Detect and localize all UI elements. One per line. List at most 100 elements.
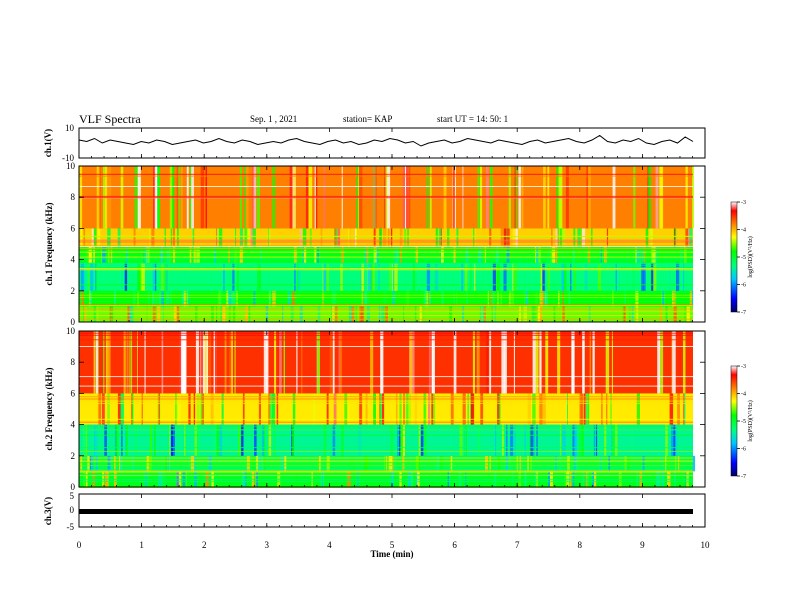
ch2-spectrogram-streak [117, 393, 122, 425]
ch1-spectrogram-streak [223, 262, 225, 291]
ch1-spectrogram-streak [335, 306, 338, 322]
ch2-spectrogram-streak [414, 393, 418, 425]
ch2-spectrogram-streak [347, 393, 350, 425]
ch1-spectrogram-streak [252, 228, 256, 248]
ch1-spectrogram-streak [506, 247, 510, 263]
ch2-spectrogram-streak [126, 424, 128, 456]
ch1-spectrogram-streak [484, 247, 487, 263]
ch1-spectrogram-streak [506, 228, 510, 248]
ch1-spectrogram-streak [383, 228, 387, 248]
ch1-spectrogram-streak [686, 262, 690, 291]
ch2-spectrogram-streak [480, 393, 484, 425]
ch1-spectrogram-streak [689, 290, 693, 307]
ch2-spectrogram-streak [341, 424, 344, 456]
ch1-spectrogram-streak [484, 290, 486, 307]
ch2-spectrogram-streak [107, 455, 111, 472]
ch1-spectrogram-line [79, 244, 693, 246]
ch1-spectrogram-streak [83, 228, 86, 248]
ch1-spectrogram-streak [373, 247, 377, 263]
ch1-spectrogram-streak [152, 306, 156, 322]
ch1-spectrogram-streak [367, 262, 372, 291]
ch2-spectrogram-streak [120, 455, 123, 472]
ch1-spectrogram-streak [415, 247, 418, 263]
ch2-spectrogram-streak [505, 424, 508, 456]
ch2-spectrogram-streak [391, 455, 394, 472]
ch2-spectrogram-streak [107, 331, 111, 394]
ch1-spectrogram-streak [290, 306, 294, 322]
ch1-spectrogram-streak [689, 228, 693, 248]
ch1-spectrogram-streak [287, 290, 291, 307]
ch1-spectrogram-line [79, 297, 693, 299]
ch2-spectrogram-streak [545, 331, 549, 394]
ch3-ytick-label: -5 [67, 522, 75, 532]
ch2-spectrogram-streak [467, 393, 469, 425]
ch1-spectrogram-streak [538, 247, 541, 263]
ch1-spectrogram-streak [211, 306, 214, 322]
ch2-spectrogram-streak [171, 424, 173, 456]
ch1-spectrogram-streak [143, 247, 147, 263]
ch2-spectrogram-streak [508, 455, 511, 472]
ch2-spectrogram-streak [527, 455, 529, 472]
ch2-spectrogram-streak [154, 424, 156, 456]
ch2-spectrogram-streak [263, 455, 265, 472]
ch1-spectrogram-streak [237, 262, 239, 291]
ch2-spectrogram-streak [144, 331, 146, 394]
ch2-spectrogram-streak [99, 393, 101, 425]
ch2-colorbar-label: log(PSD)(V²/Hz) [747, 400, 754, 441]
ch1-spectrogram-line [79, 175, 693, 177]
ch2-spectrogram-streak [495, 424, 497, 456]
ch1-spectrogram-streak [461, 262, 464, 291]
ch2-spectrogram-streak [557, 331, 561, 394]
ch2-spectrogram-streak [427, 393, 431, 425]
ch1-spectrogram-streak [404, 228, 407, 248]
ch2-spectrogram-streak [103, 331, 105, 394]
ch2-spectrogram-streak [610, 393, 612, 425]
x-tick-label: 1 [139, 540, 144, 550]
ch1-spectrogram-streak [541, 290, 544, 307]
ch1-spectrogram-line [79, 251, 693, 252]
ch2-spectrogram-streak [677, 393, 680, 425]
ch2-spectrogram-streak [134, 424, 138, 456]
ch1-spectrogram-streak [137, 262, 139, 291]
ch2-spectrogram-streak [683, 393, 685, 425]
ch1-spectrogram-line [79, 186, 693, 187]
ch2-spectrogram-streak [261, 455, 264, 472]
ch2-spectrogram-streak [581, 424, 584, 456]
ch2-spectrogram-streak [497, 393, 500, 425]
ch2-spectrogram-streak [516, 455, 519, 472]
ch1-spectrogram-streak [635, 247, 637, 263]
ch2-spectrogram-streak [418, 455, 420, 472]
ch2-spectrogram-streak [567, 393, 568, 425]
ch1-spectrogram-line [79, 248, 693, 250]
ch1-spectrogram-streak [364, 247, 368, 263]
ch2-spectrogram-streak [93, 331, 95, 394]
ch2-spectrogram-streak [263, 331, 267, 394]
ch1-spectrogram-streak [113, 290, 117, 307]
ch1-spectrogram-streak [621, 306, 624, 322]
ch2-spectrogram-streak [95, 455, 98, 472]
ch1-spectrogram-streak [482, 306, 485, 322]
ch1-spectrogram-streak [240, 247, 244, 263]
ch2-spectrogram-streak [104, 424, 107, 456]
ch2-spectrogram-streak [326, 393, 329, 425]
ch2-spectrogram-streak [498, 455, 501, 472]
ch1-spectrogram-streak [412, 262, 416, 291]
ch2-spectrogram-streak [84, 424, 86, 456]
ch1-spectrogram-streak [572, 247, 575, 263]
ch1-spectrogram-line [79, 268, 693, 269]
ch1-spectrogram-streak [503, 228, 507, 248]
ch2-spectrogram-line [79, 462, 693, 464]
ch1-spectrogram-streak [86, 247, 90, 263]
ch1-spectrogram-streak [647, 247, 650, 263]
ch1-spectrogram-streak [494, 306, 497, 322]
ch1-spectrogram-streak [641, 262, 644, 291]
ch1-spectrogram-streak [293, 247, 297, 263]
ch2-spectrogram-streak [317, 455, 321, 472]
ch2-spectrogram-streak [433, 393, 436, 425]
ch1-spectrogram-streak [157, 306, 161, 322]
ch1-spectrogram-streak [220, 306, 224, 322]
ch2-spectrogram-streak [219, 424, 222, 456]
ch2-spectrogram-streak [213, 331, 217, 394]
ch2-spectrogram-ytick-label: 4 [71, 420, 76, 430]
